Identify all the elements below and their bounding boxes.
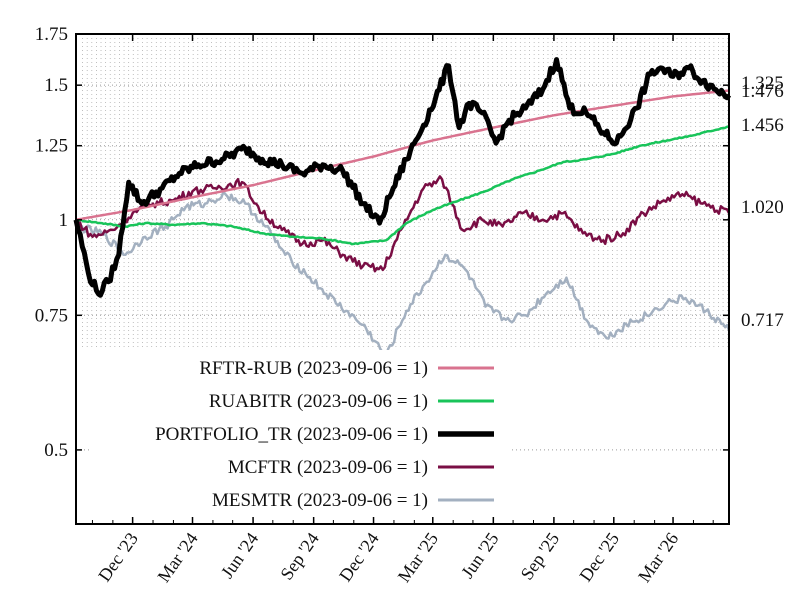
legend: RFTR-RUB (2023-09-06 = 1) RUABITR (2023-0… — [92, 350, 512, 512]
y-tick-label: 1 — [59, 210, 69, 231]
series-lines — [73, 57, 732, 359]
legend-label: PORTFOLIO_TR (2023-09-06 = 1) — [155, 424, 428, 445]
legend-label: MCFTR (2023-09-06 = 1) — [228, 457, 428, 478]
series-line-2 — [73, 57, 732, 298]
legend-label: RFTR-RUB (2023-09-06 = 1) — [199, 358, 428, 379]
end-label: 1.476 — [741, 81, 784, 102]
grid-lines — [76, 33, 729, 451]
series-line-1 — [75, 125, 730, 246]
y-tick-label: 0.75 — [35, 305, 68, 326]
series-line-4 — [75, 190, 731, 359]
end-label: 0.717 — [741, 310, 784, 331]
legend-background — [92, 350, 512, 512]
y-tick-label: 1.5 — [44, 75, 68, 96]
plot-frame — [75, 33, 730, 525]
y-tick-label: 1.75 — [35, 24, 68, 45]
series-line-0 — [75, 89, 730, 222]
end-label: 1.020 — [741, 197, 784, 218]
legend-label: MESMTR (2023-09-06 = 1) — [212, 490, 428, 511]
end-label: 1.456 — [741, 115, 784, 136]
y-tick-label: 1.25 — [35, 136, 68, 157]
end-label: 1.325 — [741, 73, 784, 94]
y-tick-label: 0.5 — [44, 440, 68, 461]
legend-label: RUABITR (2023-09-06 = 1) — [209, 391, 428, 412]
